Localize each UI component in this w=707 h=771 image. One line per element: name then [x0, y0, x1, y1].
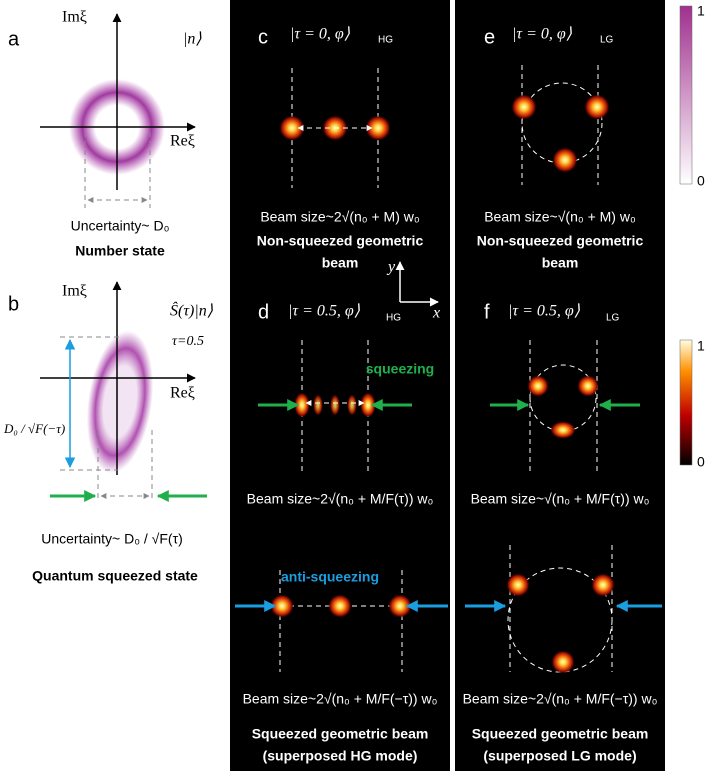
spot	[577, 375, 599, 397]
spot	[584, 94, 610, 120]
fringe	[313, 394, 323, 416]
spot	[527, 375, 549, 397]
spot	[506, 573, 530, 597]
caption: (superposed LG mode)	[483, 748, 636, 764]
caption: beam	[322, 255, 359, 271]
colorbar-min: 0	[697, 454, 705, 470]
dashed-circle	[529, 364, 597, 432]
panel-f: f |τ = 0.5, φ⟩ LG Beam size~√(n₀ + M/F(τ…	[463, 301, 662, 764]
panel-label: c	[258, 26, 268, 48]
re-label: Reξ	[170, 385, 195, 402]
basis: HG	[378, 35, 393, 46]
colorbar-max: 1	[697, 338, 705, 354]
uncertainty: Uncertainty~ D₀ / √F(τ)	[41, 531, 183, 547]
caption: (superposed HG mode)	[263, 748, 418, 764]
panel-a: a Imξ Reξ |n⟩ Uncertainty~ D₀ Number sta…	[8, 9, 202, 259]
panel-c: c |τ = 0, φ⟩ HG Beam size~2√(n₀ + M) w₀ …	[257, 26, 440, 322]
spot	[551, 650, 575, 674]
caption: Number state	[75, 243, 165, 259]
spot	[279, 115, 305, 141]
panel-label: a	[8, 28, 20, 50]
colorbars: 1 0 1 0	[679, 3, 705, 470]
height-label: D₀ / √F(−τ)	[3, 421, 65, 436]
panel-e: e |τ = 0, φ⟩ LG Beam size~√(n₀ + M) w₀ N…	[477, 26, 644, 271]
basis: LG	[600, 35, 614, 46]
fringe	[347, 394, 357, 416]
basis: LG	[606, 313, 620, 324]
panel-background	[455, 0, 665, 771]
y-label: y	[386, 259, 396, 276]
squeezed-state	[86, 330, 154, 474]
panel-d: d |τ = 0.5, φ⟩ HG squeezing Beam size~2√…	[235, 301, 448, 764]
annotation: squeezing	[366, 361, 434, 377]
ket: |n⟩	[183, 31, 202, 48]
im-label: Imξ	[62, 283, 87, 300]
spot	[360, 392, 376, 418]
fringe	[330, 394, 340, 416]
state: |τ = 0, φ⟩	[512, 26, 573, 43]
spot	[550, 421, 576, 439]
caption: beam	[542, 255, 579, 271]
spot	[591, 573, 615, 597]
colorbar	[679, 339, 693, 466]
beam-size: Beam size~2√(n₀ + M/F(τ)) w₀	[247, 491, 434, 507]
annotation: anti-squeezing	[281, 569, 379, 585]
beam-size: Beam size~2√(n₀ + M) w₀	[260, 209, 420, 225]
panel-label: d	[258, 301, 269, 323]
panel-label: b	[8, 293, 19, 315]
colorbar-min: 0	[697, 173, 705, 189]
spot	[511, 94, 537, 120]
panel-background	[230, 0, 450, 771]
spot	[328, 594, 352, 618]
spot	[552, 147, 578, 173]
dashed-circle	[521, 82, 603, 164]
im-label: Imξ	[62, 9, 87, 26]
caption: Squeezed geometric beam	[252, 726, 429, 742]
colorbar	[679, 5, 693, 185]
caption: Non-squeezed geometric	[477, 233, 644, 249]
uncertainty: Uncertainty~ D₀	[71, 218, 170, 234]
panel-label: e	[484, 26, 495, 48]
state: |τ = 0.5, φ⟩	[508, 303, 581, 320]
beam-size: Beam size~√(n₀ + M) w₀	[484, 209, 636, 225]
state: |τ = 0.5, φ⟩	[288, 303, 361, 320]
re-label: Reξ	[170, 133, 195, 150]
basis: HG	[386, 313, 401, 324]
panel-label: f	[484, 301, 490, 323]
x-label: x	[432, 305, 440, 322]
panel-b: b Imξ Reξ Ŝ(τ)|n⟩ τ=0.5 D₀ / √F(−τ) Unce…	[3, 281, 214, 584]
caption: Squeezed geometric beam	[472, 726, 649, 742]
spot	[294, 392, 310, 418]
spot	[365, 115, 391, 141]
ket: Ŝ(τ)|n⟩	[170, 301, 214, 320]
beam-size: Beam size~√(n₀ + M/F(τ)) w₀	[471, 491, 650, 507]
tau: τ=0.5	[172, 334, 204, 349]
state: |τ = 0, φ⟩	[290, 26, 351, 43]
caption: Non-squeezed geometric	[257, 233, 424, 249]
caption: Quantum squeezed state	[32, 568, 198, 584]
beam-size: Beam size~2√(n₀ + M/F(−τ)) w₀	[243, 691, 438, 707]
beam-size: Beam size~2√(n₀ + M/F(−τ)) w₀	[463, 691, 658, 707]
colorbar-max: 1	[697, 3, 705, 19]
